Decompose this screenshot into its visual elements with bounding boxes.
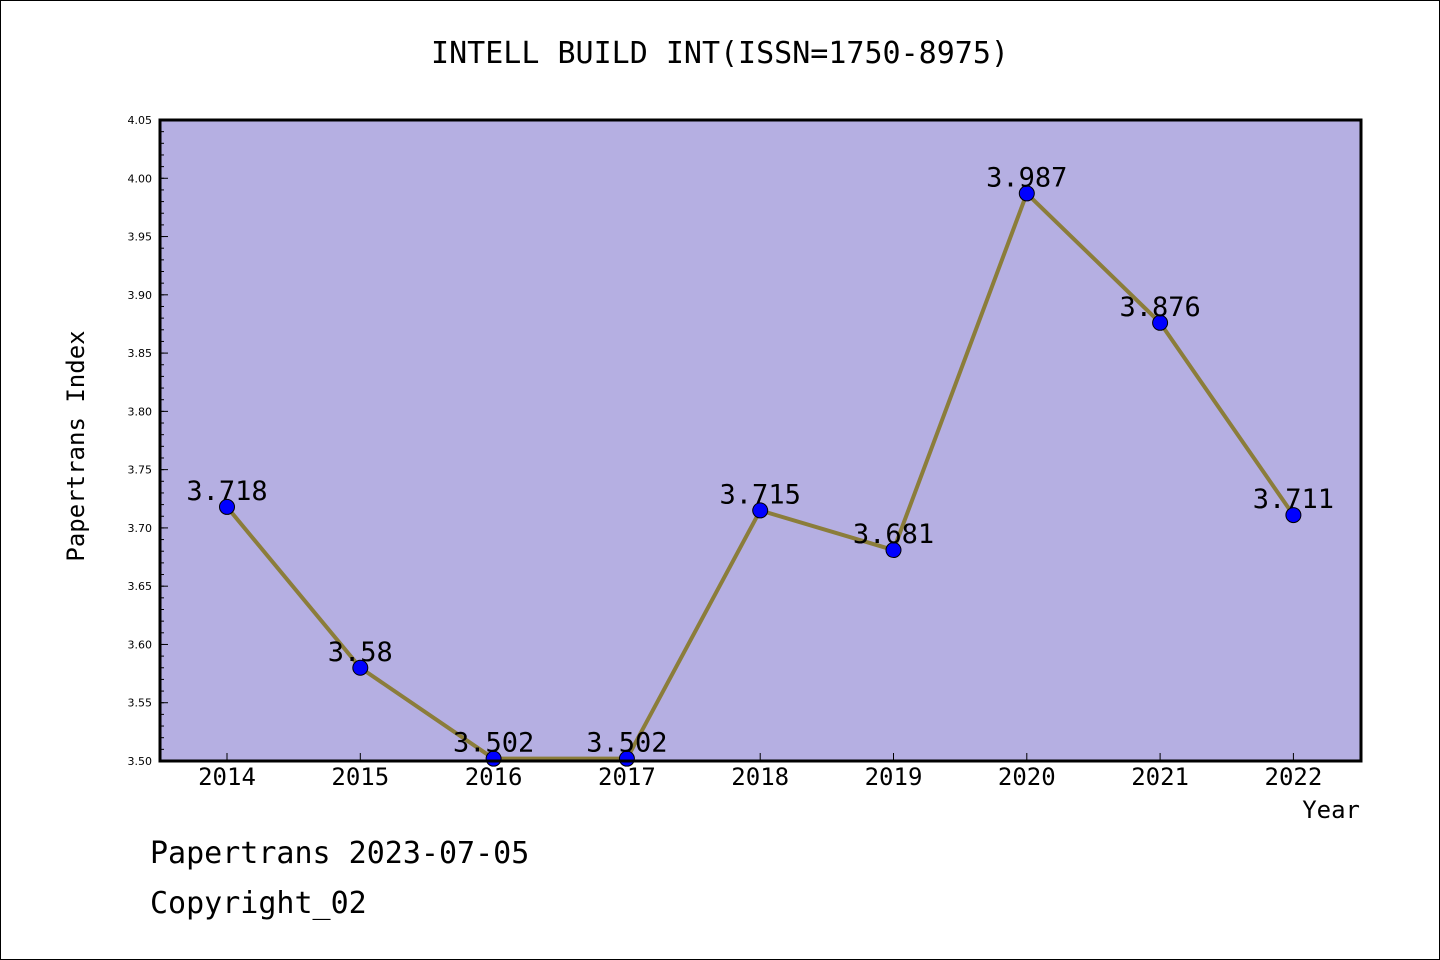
data-label: 3.718 — [186, 476, 267, 507]
data-label: 3.711 — [1253, 484, 1334, 515]
y-tick-label: 3.60 — [128, 638, 153, 651]
x-tick-label: 2019 — [865, 763, 923, 791]
y-tick-label: 3.65 — [128, 580, 153, 593]
y-tick-label: 3.80 — [128, 405, 153, 418]
x-axis-ticks: 2014 2015 2016 2017 2018 2019 2020 2021 2022 — [198, 753, 1322, 791]
plot-area — [160, 120, 1361, 761]
data-point — [885, 542, 902, 559]
y-axis-label: Papertrans Index — [62, 330, 90, 562]
data-label: 3.502 — [586, 728, 667, 759]
data-label: 3.876 — [1119, 292, 1200, 323]
data-label: 3.58 — [328, 637, 393, 668]
footer-date: Papertrans 2023-07-05 — [150, 836, 530, 871]
x-tick-label: 2014 — [198, 763, 256, 791]
x-tick-label: 2022 — [1265, 763, 1323, 791]
data-point — [1152, 314, 1169, 331]
x-tick-label: 2020 — [998, 763, 1056, 791]
data-label: 3.502 — [453, 728, 534, 759]
data-point — [352, 659, 369, 676]
y-tick-label: 3.70 — [128, 522, 153, 535]
series-markers — [219, 185, 1302, 767]
y-axis-ticks: 3.50 3.55 3.60 3.65 3.70 3.75 3.80 3.85 3.90 3.95… — [128, 114, 168, 768]
x-tick-label: 2021 — [1131, 763, 1189, 791]
data-label: 3.715 — [720, 479, 801, 510]
y-tick-label: 3.75 — [128, 464, 153, 477]
y-tick-label: 3.85 — [128, 347, 153, 360]
data-label: 3.681 — [853, 519, 934, 550]
y-tick-label: 3.55 — [128, 697, 153, 710]
x-axis-label: Year — [1302, 796, 1360, 824]
x-tick-label: 2017 — [598, 763, 656, 791]
data-point — [752, 502, 769, 519]
y-tick-label: 4.05 — [128, 114, 153, 127]
y-tick-label: 3.90 — [128, 289, 153, 302]
x-tick-label: 2015 — [331, 763, 389, 791]
y-tick-label: 3.95 — [128, 231, 153, 244]
data-labels: 3.718 3.58 3.502 3.502 3.715 3.681 3.987 3.876 3… — [186, 162, 1334, 758]
plot-border — [158, 118, 1363, 763]
x-tick-label: 2016 — [465, 763, 523, 791]
data-point — [1018, 185, 1035, 202]
y-tick-label: 3.50 — [128, 755, 153, 768]
footer-copyright: Copyright_02 — [150, 886, 367, 921]
data-point — [1285, 507, 1302, 524]
data-point — [219, 498, 235, 515]
y-tick-label: 4.00 — [128, 172, 153, 185]
chart-title: INTELL BUILD INT(ISSN=1750-8975) — [431, 36, 1009, 71]
x-tick-label: 2018 — [731, 763, 789, 791]
data-label: 3.987 — [986, 162, 1067, 193]
